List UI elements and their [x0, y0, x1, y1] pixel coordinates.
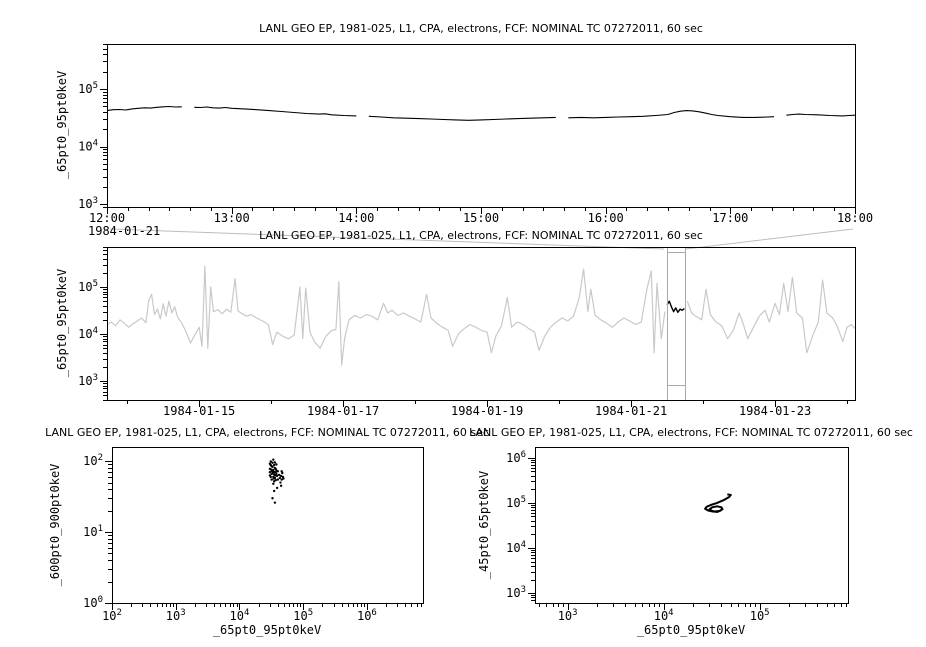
chart-2-series [268, 458, 285, 504]
svg-text:104: 104 [230, 608, 250, 623]
chart-2-plot-area[interactable] [112, 447, 423, 603]
svg-text:103: 103 [558, 608, 578, 623]
svg-text:105: 105 [506, 495, 526, 510]
chart-1-series [106, 265, 856, 366]
svg-text:1984-01-21: 1984-01-21 [88, 224, 160, 238]
svg-text:15:00: 15:00 [463, 211, 499, 225]
chart-0-y-axis-label: _65pt0_95pt0keV [55, 70, 69, 180]
svg-text:103: 103 [166, 608, 186, 623]
context-zoom-box[interactable] [667, 247, 686, 400]
svg-text:1984-01-15: 1984-01-15 [163, 404, 235, 418]
svg-text:1984-01-23: 1984-01-23 [739, 404, 811, 418]
chart-3: 103 104 105 103 104 105 106 [506, 447, 849, 623]
chart-3-title: LANL GEO EP, 1981-025, L1, CPA, electron… [469, 426, 913, 439]
chart-2-tick-labels: 102 103 104 105 106 100 101 102 [83, 453, 377, 623]
chart-1-tick-labels: 1984-01-15 1984-01-17 1984-01-19 1984-01-21… [78, 279, 811, 418]
svg-text:100: 100 [83, 595, 103, 610]
chart-1-frame [107, 247, 856, 401]
svg-text:12:00: 12:00 [89, 211, 125, 225]
svg-text:105: 105 [750, 608, 770, 623]
svg-text:104: 104 [506, 540, 526, 555]
svg-text:1984-01-21: 1984-01-21 [595, 404, 667, 418]
chart-1-y-axis-label: _65pt0_95pt0keV [55, 268, 69, 378]
svg-text:105: 105 [293, 608, 313, 623]
svg-text:105: 105 [78, 81, 98, 96]
svg-text:104: 104 [654, 608, 674, 623]
chart-3-frame [535, 447, 849, 604]
chart-1: 1984-01-15 1984-01-17 1984-01-19 1984-01-21… [78, 247, 856, 418]
chart-0-frame [107, 44, 856, 208]
svg-text:101: 101 [83, 524, 103, 539]
chart-3-ticks [528, 458, 847, 610]
chart-2-frame [112, 447, 424, 604]
chart-0-series [106, 105, 856, 121]
chart-1-plot-area[interactable] [107, 247, 855, 400]
svg-text:13:00: 13:00 [214, 211, 250, 225]
chart-2-y-axis-label: _600pt0_900pt0keV [48, 463, 62, 587]
chart-1-ticks [100, 247, 848, 407]
svg-text:14:00: 14:00 [338, 211, 374, 225]
zoom-connector-lines [109, 228, 854, 250]
chart-0-title: LANL GEO EP, 1981-025, L1, CPA, electron… [259, 22, 703, 35]
chart-0-plot-area[interactable] [107, 44, 855, 207]
svg-text:103: 103 [78, 196, 98, 211]
svg-text:102: 102 [102, 608, 122, 623]
chart-2-title: LANL GEO EP, 1981-025, L1, CPA, electron… [45, 426, 489, 439]
svg-text:1984-01-17: 1984-01-17 [307, 404, 379, 418]
chart-2: 102 103 104 105 106 100 101 102 [83, 447, 424, 623]
svg-text:106: 106 [357, 608, 377, 623]
svg-text:104: 104 [78, 139, 98, 154]
svg-text:105: 105 [78, 279, 98, 294]
svg-text:18:00: 18:00 [837, 211, 873, 225]
chart-1-title: LANL GEO EP, 1981-025, L1, CPA, electron… [259, 229, 703, 242]
svg-text:104: 104 [78, 326, 98, 341]
chart-3-x-axis-label: _65pt0_95pt0keV [636, 623, 746, 637]
svg-text:103: 103 [506, 585, 526, 600]
chart-2-x-axis-label: _65pt0_95pt0keV [212, 623, 322, 637]
chart-3-plot-area[interactable] [535, 447, 848, 603]
svg-text:17:00: 17:00 [712, 211, 748, 225]
chart-3-series [704, 493, 732, 513]
svg-text:103: 103 [78, 373, 98, 388]
chart-3-tick-labels: 103 104 105 103 104 105 106 [506, 450, 769, 623]
chart-3-y-axis-label: _45pt0_65pt0keV [477, 470, 491, 580]
chart-2-ticks [105, 461, 422, 610]
svg-text:106: 106 [506, 450, 526, 465]
svg-text:102: 102 [83, 453, 103, 468]
svg-text:1984-01-19: 1984-01-19 [451, 404, 523, 418]
svg-text:16:00: 16:00 [588, 211, 624, 225]
